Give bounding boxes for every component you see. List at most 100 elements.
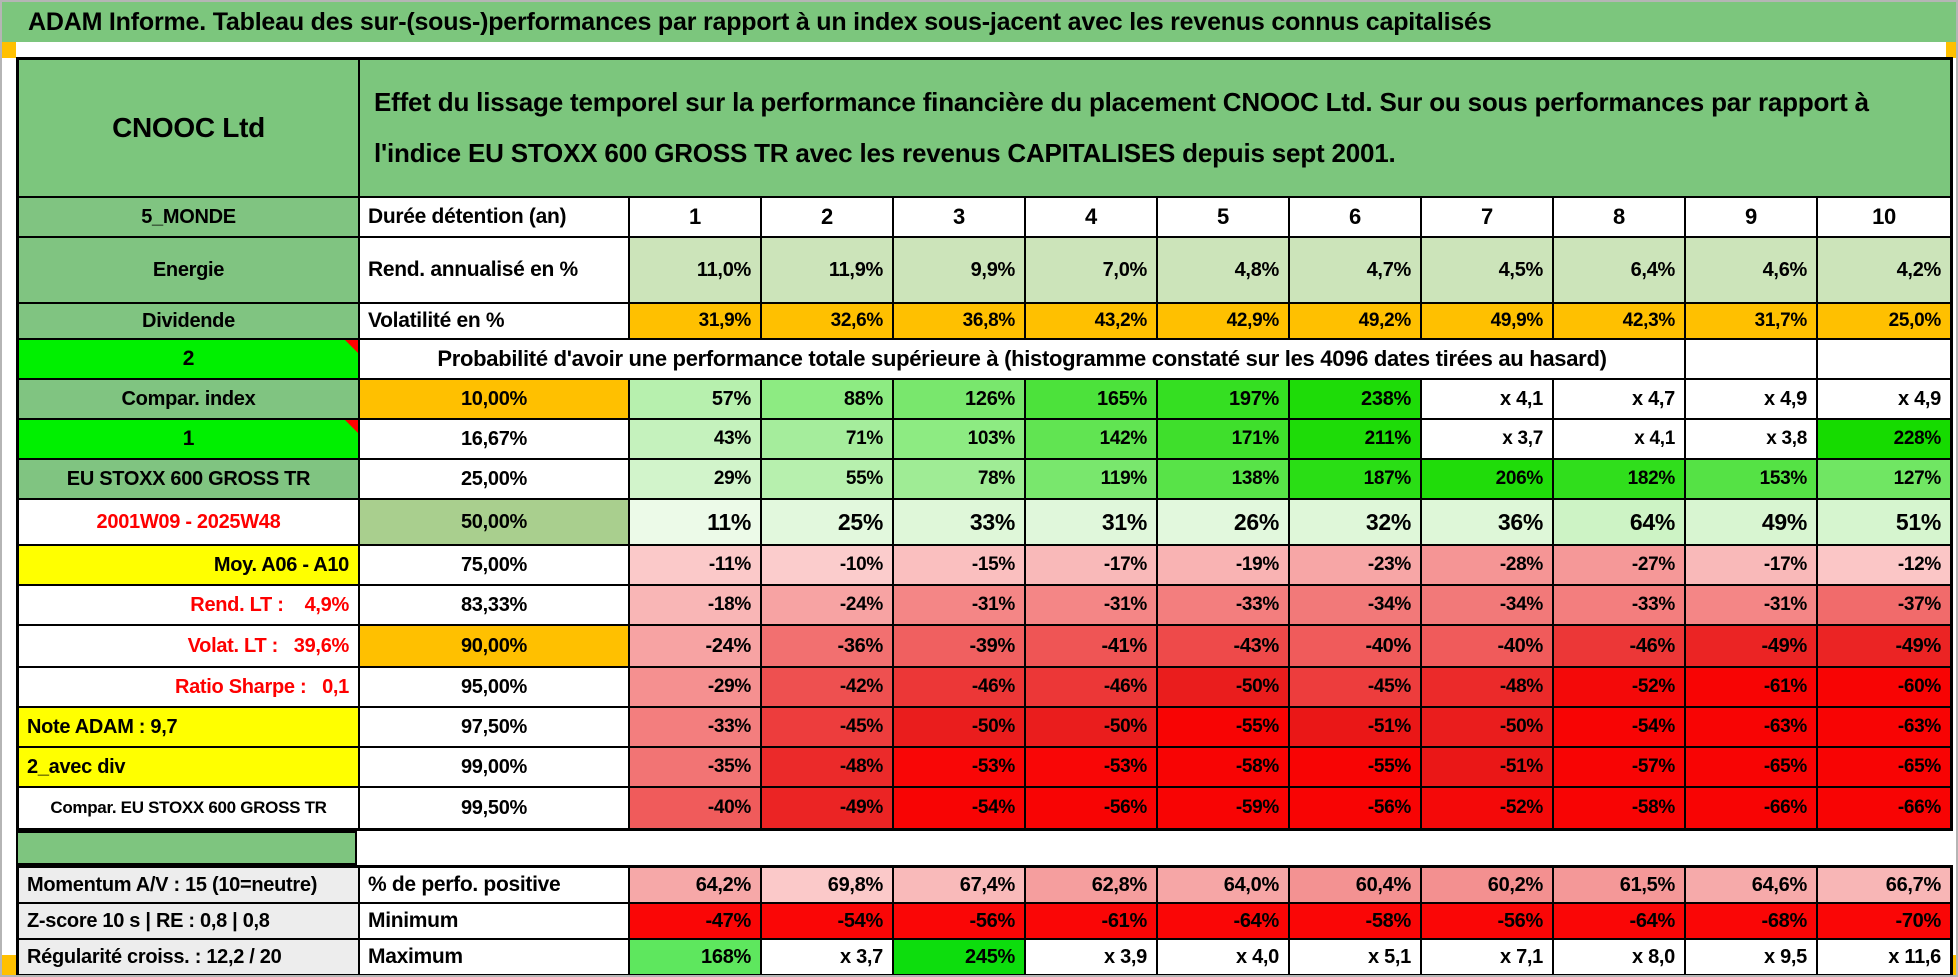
data-cell[interactable]: -56% xyxy=(1422,904,1554,940)
row-label[interactable]: Rend. LT : 4,9% xyxy=(19,586,360,626)
data-cell[interactable]: -45% xyxy=(762,708,894,748)
data-cell[interactable]: 9,9% xyxy=(894,238,1026,304)
data-cell[interactable]: -24% xyxy=(762,586,894,626)
data-cell[interactable]: 245% xyxy=(894,940,1026,974)
data-cell[interactable]: -51% xyxy=(1290,708,1422,748)
data-cell[interactable]: 4,2% xyxy=(1818,238,1950,304)
data-cell[interactable]: -40% xyxy=(1422,626,1554,668)
data-cell[interactable]: -24% xyxy=(630,626,762,668)
row-header[interactable]: 83,33% xyxy=(360,586,630,626)
data-cell[interactable]: -28% xyxy=(1422,546,1554,586)
data-cell[interactable]: 9 xyxy=(1686,198,1818,238)
row-label[interactable]: 2_avec div xyxy=(19,748,360,788)
data-cell[interactable]: 67,4% xyxy=(894,868,1026,904)
data-cell[interactable]: -48% xyxy=(762,748,894,788)
data-cell[interactable]: -37% xyxy=(1818,586,1950,626)
data-cell[interactable]: 43% xyxy=(630,420,762,460)
data-cell[interactable]: -58% xyxy=(1290,904,1422,940)
data-cell[interactable]: -40% xyxy=(630,788,762,828)
data-cell[interactable]: 211% xyxy=(1290,420,1422,460)
row-header[interactable]: Rend. annualisé en % xyxy=(360,238,630,304)
row-label[interactable]: EU STOXX 600 GROSS TR xyxy=(19,460,360,500)
data-cell[interactable]: 171% xyxy=(1158,420,1290,460)
row-header[interactable]: Volatilité en % xyxy=(360,304,630,340)
data-cell[interactable]: -61% xyxy=(1026,904,1158,940)
data-cell[interactable]: -36% xyxy=(762,626,894,668)
data-cell[interactable]: -10% xyxy=(762,546,894,586)
data-cell[interactable]: 64,6% xyxy=(1686,868,1818,904)
data-cell[interactable]: -54% xyxy=(762,904,894,940)
data-cell[interactable]: -42% xyxy=(762,668,894,708)
data-cell[interactable]: 11,0% xyxy=(630,238,762,304)
data-cell[interactable]: -64% xyxy=(1158,904,1290,940)
data-cell[interactable]: x 4,1 xyxy=(1554,420,1686,460)
data-cell[interactable]: -65% xyxy=(1818,748,1950,788)
data-cell[interactable]: 64% xyxy=(1554,500,1686,546)
data-cell[interactable]: -31% xyxy=(1026,586,1158,626)
row-label[interactable]: Energie xyxy=(19,238,360,304)
row-header[interactable]: 99,50% xyxy=(360,788,630,828)
data-cell[interactable]: 88% xyxy=(762,380,894,420)
data-cell[interactable]: 197% xyxy=(1158,380,1290,420)
data-cell[interactable]: -50% xyxy=(894,708,1026,748)
data-cell[interactable]: -65% xyxy=(1686,748,1818,788)
data-cell[interactable]: 31,9% xyxy=(630,304,762,340)
data-cell[interactable]: 4,6% xyxy=(1686,238,1818,304)
data-cell[interactable]: 182% xyxy=(1554,460,1686,500)
data-cell[interactable]: 3 xyxy=(894,198,1026,238)
subtitle-cell[interactable]: Effet du lissage temporel sur la perform… xyxy=(360,60,1950,198)
data-cell[interactable]: 55% xyxy=(762,460,894,500)
data-cell[interactable]: x 4,0 xyxy=(1158,940,1290,974)
data-cell[interactable]: -68% xyxy=(1686,904,1818,940)
data-cell[interactable]: x 5,1 xyxy=(1290,940,1422,974)
row-label[interactable]: Moy. A06 - A10 xyxy=(19,546,360,586)
data-cell[interactable]: -17% xyxy=(1686,546,1818,586)
data-cell[interactable]: -12% xyxy=(1818,546,1950,586)
data-cell[interactable]: 4,7% xyxy=(1290,238,1422,304)
data-cell[interactable]: 6,4% xyxy=(1554,238,1686,304)
data-cell[interactable]: -50% xyxy=(1026,708,1158,748)
data-cell[interactable]: -45% xyxy=(1290,668,1422,708)
data-cell[interactable]: 64,2% xyxy=(630,868,762,904)
data-cell[interactable]: 42,3% xyxy=(1554,304,1686,340)
data-cell[interactable]: x 8,0 xyxy=(1554,940,1686,974)
row-header[interactable]: 75,00% xyxy=(360,546,630,586)
data-cell[interactable]: -17% xyxy=(1026,546,1158,586)
data-cell[interactable]: -51% xyxy=(1422,748,1554,788)
data-cell[interactable]: x 3,7 xyxy=(1422,420,1554,460)
data-cell[interactable]: 62,8% xyxy=(1026,868,1158,904)
data-cell[interactable]: 153% xyxy=(1686,460,1818,500)
empty-cell[interactable] xyxy=(1686,340,1818,380)
row-label[interactable]: Compar. index xyxy=(19,380,360,420)
row-label[interactable]: Compar. EU STOXX 600 GROSS TR xyxy=(19,788,360,828)
data-cell[interactable]: -66% xyxy=(1686,788,1818,828)
data-cell[interactable]: -15% xyxy=(894,546,1026,586)
data-cell[interactable]: 32,6% xyxy=(762,304,894,340)
row-header[interactable]: % de perfo. positive xyxy=(360,868,630,904)
data-cell[interactable]: -63% xyxy=(1818,708,1950,748)
data-cell[interactable]: -34% xyxy=(1290,586,1422,626)
data-cell[interactable]: -31% xyxy=(894,586,1026,626)
data-cell[interactable]: -46% xyxy=(894,668,1026,708)
data-cell[interactable]: 26% xyxy=(1158,500,1290,546)
data-cell[interactable]: 11,9% xyxy=(762,238,894,304)
data-cell[interactable]: -40% xyxy=(1290,626,1422,668)
data-cell[interactable]: -56% xyxy=(894,904,1026,940)
data-cell[interactable]: x 3,7 xyxy=(762,940,894,974)
data-cell[interactable]: 60,2% xyxy=(1422,868,1554,904)
data-cell[interactable]: 36% xyxy=(1422,500,1554,546)
data-cell[interactable]: -64% xyxy=(1554,904,1686,940)
data-cell[interactable]: -29% xyxy=(630,668,762,708)
data-cell[interactable]: -58% xyxy=(1554,788,1686,828)
data-cell[interactable]: 29% xyxy=(630,460,762,500)
data-cell[interactable]: -61% xyxy=(1686,668,1818,708)
data-cell[interactable]: -55% xyxy=(1158,708,1290,748)
data-cell[interactable]: 10 xyxy=(1818,198,1950,238)
data-cell[interactable]: 103% xyxy=(894,420,1026,460)
data-cell[interactable]: -52% xyxy=(1422,788,1554,828)
data-cell[interactable]: 7 xyxy=(1422,198,1554,238)
data-cell[interactable]: 49,9% xyxy=(1422,304,1554,340)
data-cell[interactable]: -31% xyxy=(1686,586,1818,626)
data-cell[interactable]: 7,0% xyxy=(1026,238,1158,304)
data-cell[interactable]: -33% xyxy=(1158,586,1290,626)
